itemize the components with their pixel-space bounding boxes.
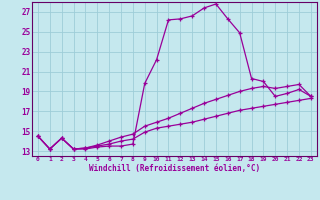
X-axis label: Windchill (Refroidissement éolien,°C): Windchill (Refroidissement éolien,°C) xyxy=(89,164,260,173)
